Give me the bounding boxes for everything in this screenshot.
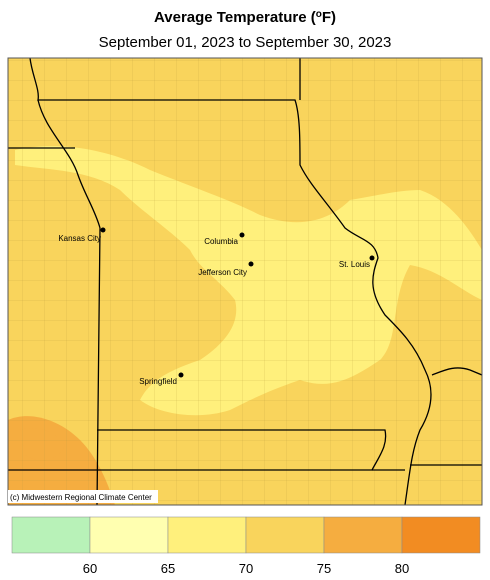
state-borders (8, 58, 482, 505)
credit: (c) Midwestern Regional Climate Center (10, 493, 152, 502)
title: Average Temperature (oF) (154, 9, 336, 26)
legend-tick-label: 70 (239, 561, 253, 576)
city-label: Columbia (204, 237, 238, 246)
map: Kansas City Columbia Jefferson City St. Lou… (8, 58, 482, 505)
city-dot (100, 227, 106, 233)
legend-swatch (401, 516, 481, 554)
city-dot (178, 372, 184, 378)
credit-box (8, 490, 158, 503)
legend-tick-label: 65 (161, 561, 175, 576)
legend-tick-label: 75 (317, 561, 331, 576)
subtitle: September 01, 2023 to September 30, 2023 (99, 34, 392, 51)
city-dot (369, 255, 375, 261)
legend: 60 65 70 75 80 (11, 516, 481, 576)
legend-swatch (245, 516, 325, 554)
city-dot (248, 261, 254, 267)
legend-swatch (323, 516, 403, 554)
cities: Kansas City Columbia Jefferson City St. Lou… (58, 227, 375, 386)
map-frame (7, 57, 483, 506)
city-label: Kansas City (58, 234, 101, 243)
city-label: Jefferson City (198, 268, 247, 277)
county-lines (8, 58, 482, 505)
city-dot (239, 232, 245, 238)
city-label: Springfield (139, 377, 177, 386)
legend-swatch (167, 516, 247, 554)
legend-swatch (89, 516, 169, 554)
city-label: St. Louis (339, 260, 370, 269)
legend-tick-label: 80 (395, 561, 409, 576)
legend-tick-label: 60 (83, 561, 97, 576)
legend-swatch (11, 516, 91, 554)
